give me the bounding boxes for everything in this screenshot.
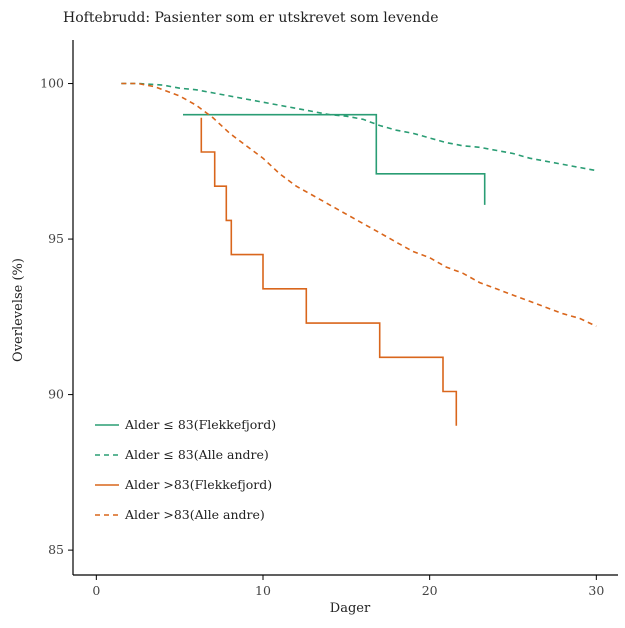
series-line-3 [200, 117, 458, 426]
chart-title: Hoftebrudd: Pasienter som er utskrevet s… [63, 10, 439, 26]
series-line-2 [121, 82, 597, 172]
x-axis-title: Dager [330, 601, 371, 616]
series-line-1 [183, 113, 486, 205]
axes: 0 10 20 30 85 90 95 100 [40, 40, 618, 598]
legend-label-3: Alder >83(Flekkefjord) [124, 477, 272, 492]
legend-label-1: Alder ≤ 83(Flekkefjord) [124, 417, 276, 432]
y-tick-label: 100 [40, 76, 64, 91]
y-axis-title: Overlevelse (%) [11, 258, 26, 362]
legend-label-4: Alder >83(Alle andre) [124, 507, 265, 522]
series-line-4 [121, 82, 597, 327]
x-tick-label: 30 [588, 583, 604, 598]
y-tick-label: 90 [48, 387, 64, 402]
y-tick-label: 85 [48, 542, 64, 557]
x-tick-label: 10 [255, 583, 271, 598]
series-lines [121, 82, 597, 426]
x-tick-label: 0 [92, 583, 100, 598]
legend-label-2: Alder ≤ 83(Alle andre) [124, 447, 269, 462]
x-tick-label: 20 [422, 583, 438, 598]
y-tick-label: 95 [48, 231, 64, 246]
legend: Alder ≤ 83(Flekkefjord) Alder ≤ 83(Alle a… [95, 417, 276, 522]
